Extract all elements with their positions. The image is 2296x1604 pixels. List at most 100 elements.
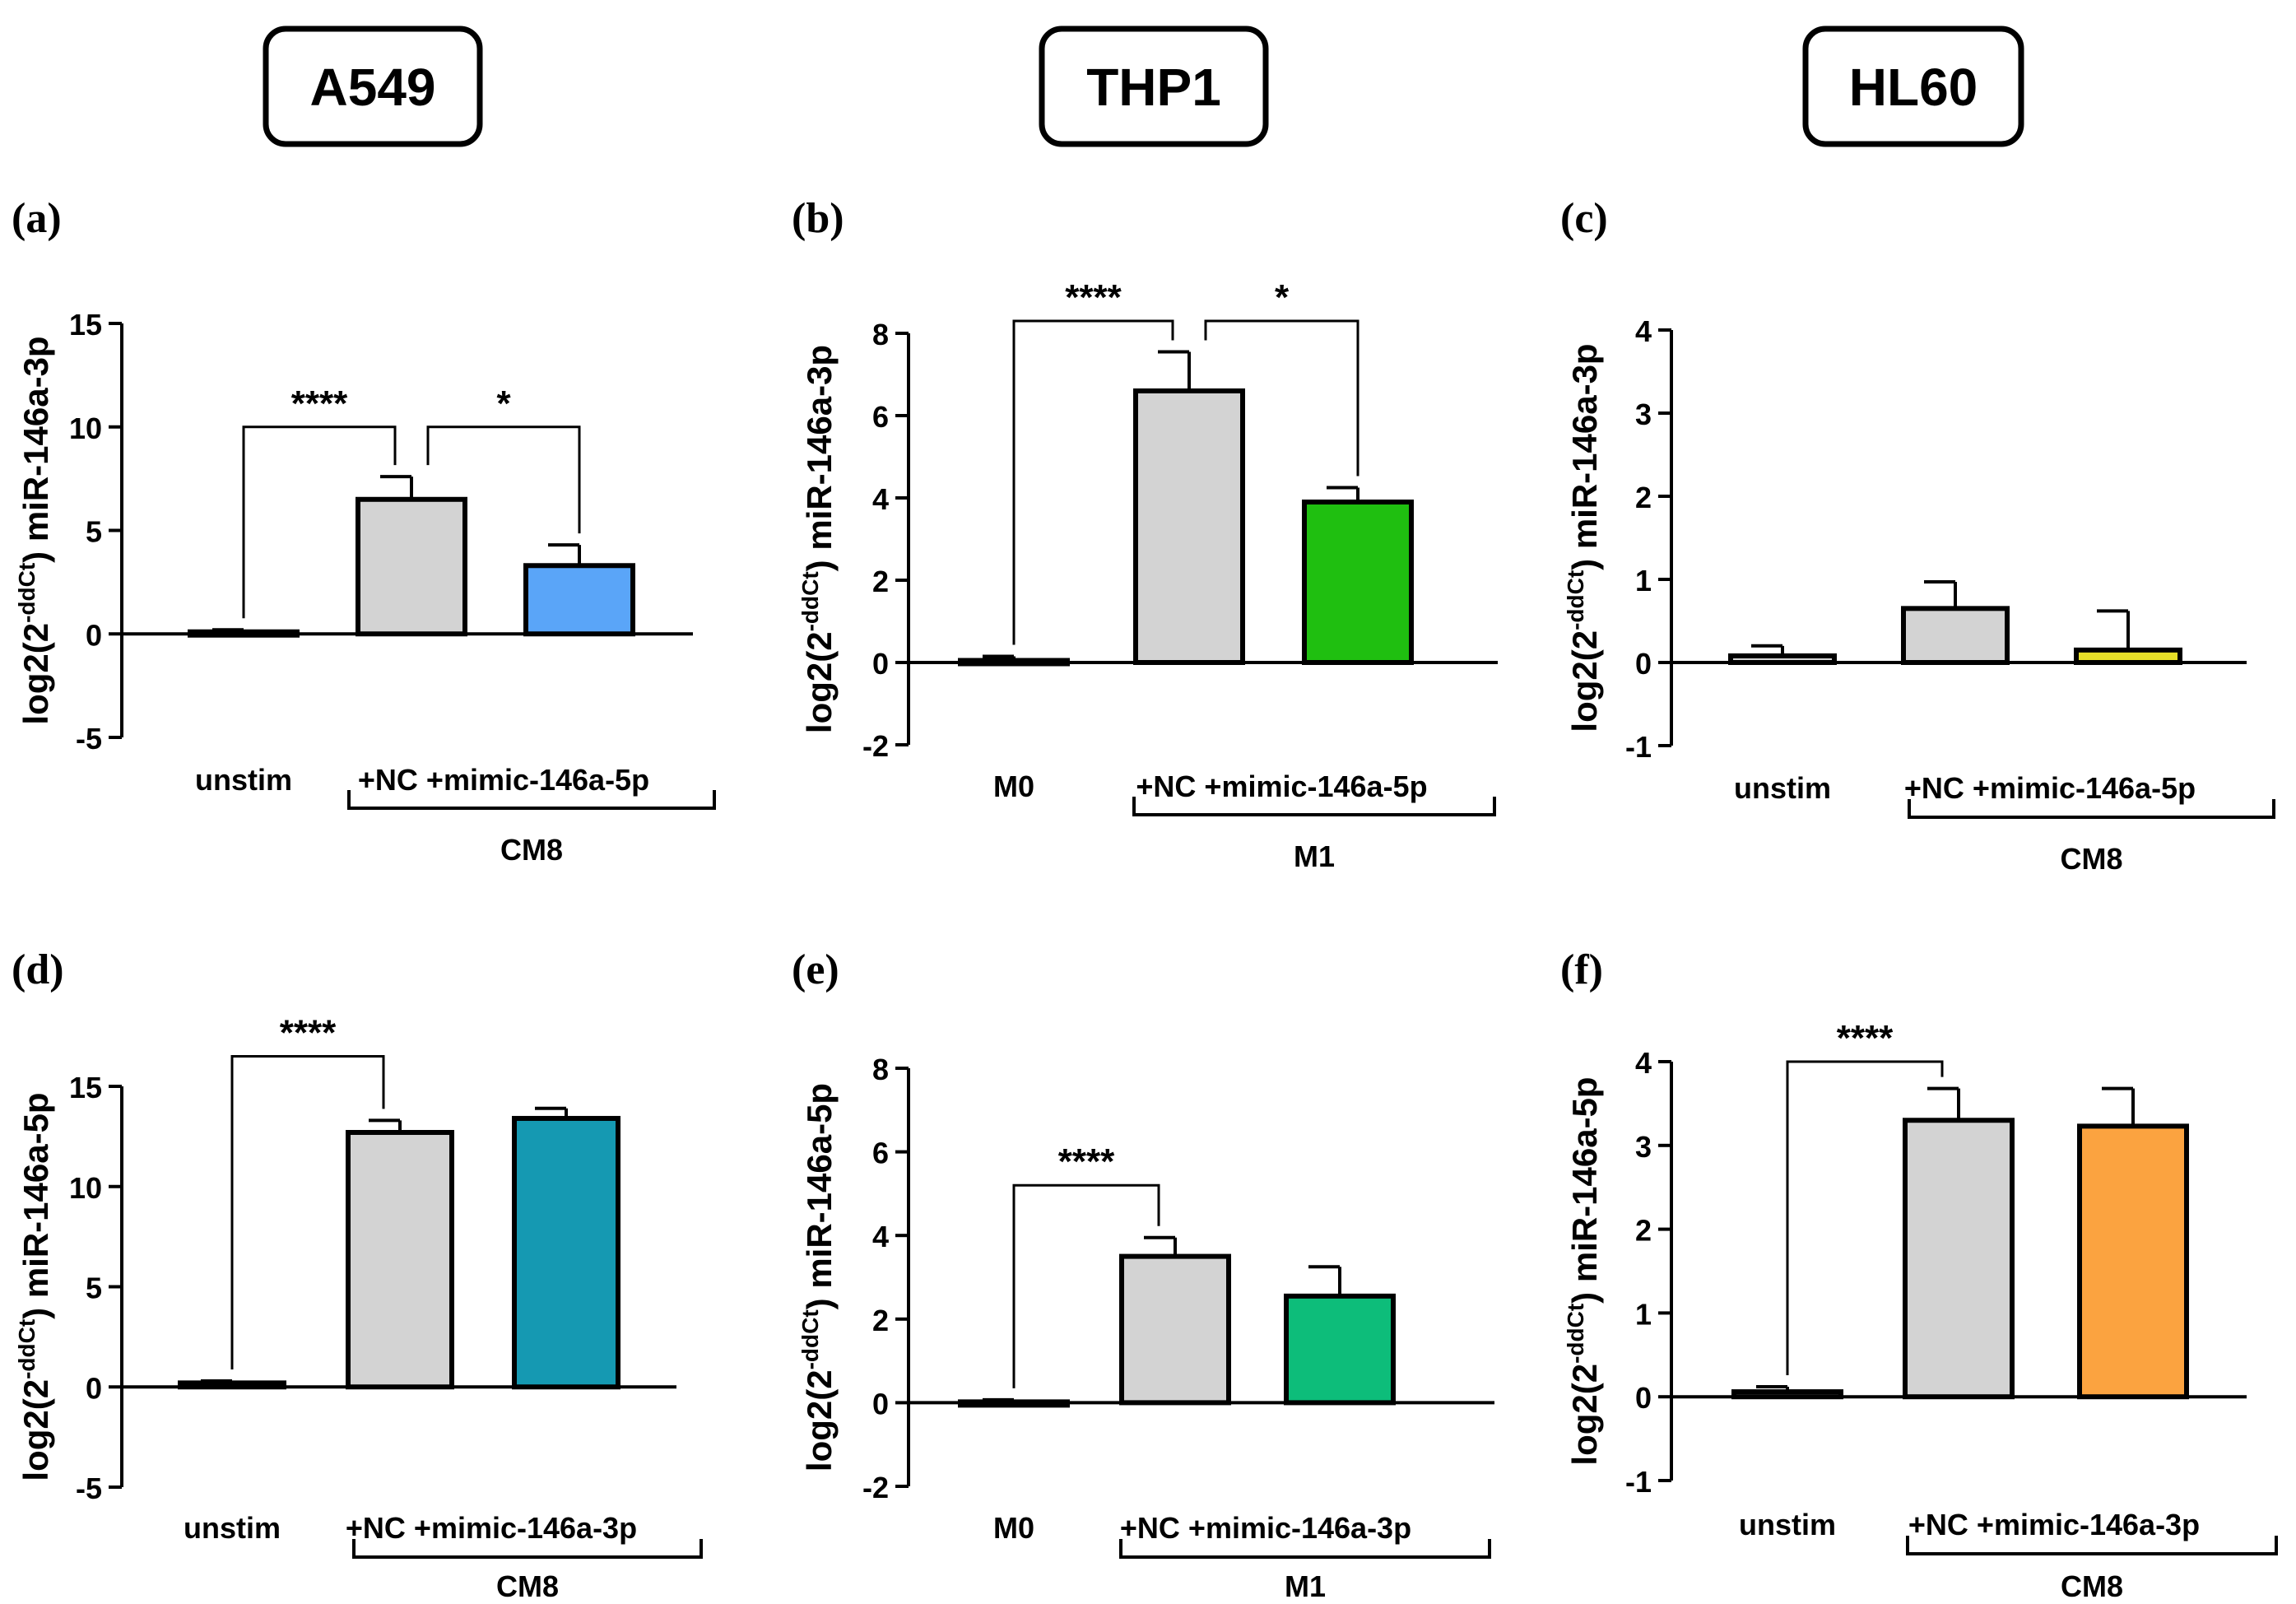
bar <box>512 1115 620 1390</box>
panel-label-f: (f) <box>1560 946 1603 993</box>
x-category-label: unstim <box>184 1511 281 1545</box>
x-category-label: unstim <box>1734 771 1831 805</box>
panel-label-d: (d) <box>12 946 64 993</box>
y-tick-label: -2 <box>862 729 889 763</box>
x-category-label: +NC +mimic-146a-5p <box>1136 769 1427 803</box>
bar <box>1119 1253 1231 1406</box>
chart-panel-c: -1 0 1 2 3 4 log2(2-ddCt) miR-146a-3p unstim +NC… <box>1563 314 2275 876</box>
y-tick-label: 4 <box>872 1220 889 1253</box>
header-label: HL60 <box>1849 58 1978 117</box>
group-bracket <box>1119 1539 1491 1559</box>
y-tick-label: 0 <box>86 618 102 652</box>
significance-label: * <box>1275 277 1290 318</box>
x-category-label: +NC +mimic-146a-5p <box>358 763 649 797</box>
significance-label: * <box>496 384 511 424</box>
bar <box>2077 1123 2189 1400</box>
y-axis-label: log2(2-ddCt) miR-146a-5p <box>14 1092 55 1481</box>
y-axis-label: log2(2-ddCt) miR-146a-3p <box>797 345 839 733</box>
y-tick-label: -1 <box>1625 1465 1652 1499</box>
significance-bracket <box>1786 1060 1944 1375</box>
panel-label-e: (e) <box>792 946 839 993</box>
y-tick-label: 6 <box>872 400 889 434</box>
significance-bracket <box>242 425 397 619</box>
group-bracket <box>1906 1536 2278 1555</box>
y-tick-label: 3 <box>1635 398 1652 431</box>
y-tick-label: 0 <box>872 647 889 681</box>
group-label: CM8 <box>500 833 563 867</box>
x-category-label: +NC +mimic-146a-3p <box>1120 1511 1411 1545</box>
x-category-label: +NC +mimic-146a-3p <box>346 1511 637 1545</box>
panel-label-c: (c) <box>1560 195 1608 242</box>
bar <box>2074 647 2182 665</box>
group-label: CM8 <box>2061 1569 2123 1603</box>
chart-panel-e: -2 0 2 4 6 8 log2(2-ddCt) miR-146a-5p **** M0 +NC… <box>797 1053 1494 1603</box>
chart-panel-f: -1 0 1 2 3 4 log2(2-ddCt) miR-146a-5p **** unsti… <box>1563 1018 2278 1603</box>
y-tick-label: -5 <box>76 1471 102 1505</box>
bar <box>1302 500 1414 665</box>
y-tick-label: 0 <box>1635 647 1652 681</box>
panel-label-b: (b) <box>792 195 844 242</box>
y-axis-label: log2(2-ddCt) miR-146a-3p <box>1563 343 1604 732</box>
group-label: CM8 <box>2060 842 2122 876</box>
y-tick-label: 2 <box>1635 481 1652 514</box>
significance-label: **** <box>1065 277 1122 318</box>
y-tick-label: 2 <box>872 1304 889 1337</box>
bar <box>1284 1293 1396 1406</box>
y-tick-label: 8 <box>872 1053 889 1086</box>
header-thp1: THP1 <box>1039 26 1269 147</box>
panel-label-a: (a) <box>12 195 62 242</box>
chart-panel-d: -5 0 5 10 15 log2(2-ddCt) miR-146a-5p **** unst… <box>14 1012 703 1603</box>
group-bracket <box>1132 797 1496 816</box>
y-tick-label: 0 <box>872 1387 889 1420</box>
group-label: M1 <box>1285 1569 1326 1603</box>
y-tick-label: -5 <box>76 722 102 756</box>
x-category-label: +NC +mimic-146a-5p <box>1904 771 2196 805</box>
x-category-label: +NC +mimic-146a-3p <box>1908 1508 2200 1541</box>
bar <box>1731 1389 1843 1400</box>
y-tick-label: 5 <box>86 1272 102 1305</box>
y-tick-label: 5 <box>86 515 102 549</box>
y-tick-label: 4 <box>1635 314 1652 348</box>
bar <box>523 563 635 637</box>
significance-label: **** <box>291 384 348 424</box>
y-axis-label: log2(2-ddCt) miR-146a-3p <box>14 336 55 724</box>
y-tick-label: -1 <box>1625 730 1652 764</box>
y-tick-label: 6 <box>872 1137 889 1170</box>
y-axis-label: log2(2-ddCt) miR-146a-5p <box>797 1083 839 1471</box>
bar <box>188 629 300 638</box>
significance-bracket <box>426 425 581 534</box>
bar <box>1728 653 1837 665</box>
bar <box>346 1130 454 1390</box>
y-tick-label: 1 <box>1635 1297 1652 1331</box>
y-tick-label: 2 <box>872 565 889 598</box>
significance-label: **** <box>280 1012 337 1053</box>
y-tick-label: 0 <box>86 1371 102 1405</box>
y-tick-label: 1 <box>1635 564 1652 597</box>
y-tick-label: 0 <box>1635 1381 1652 1415</box>
x-category-label: unstim <box>195 763 292 797</box>
significance-bracket <box>1204 319 1359 477</box>
bar <box>958 658 1070 667</box>
y-tick-label: 10 <box>69 411 102 445</box>
bar <box>1903 1118 2015 1400</box>
group-bracket <box>1908 799 2275 819</box>
significance-label: **** <box>1837 1018 1894 1058</box>
y-tick-label: -2 <box>862 1471 889 1504</box>
bar <box>1133 388 1245 665</box>
bar <box>1901 606 2010 665</box>
header-label: A549 <box>310 58 436 117</box>
bar <box>178 1380 286 1390</box>
group-bracket <box>347 790 716 810</box>
significance-bracket <box>1012 319 1174 645</box>
bar <box>356 496 467 637</box>
significance-bracket <box>1012 1183 1160 1388</box>
header-hl60: HL60 <box>1802 26 2024 147</box>
x-category-label: M0 <box>993 1511 1034 1545</box>
y-tick-label: 3 <box>1635 1130 1652 1164</box>
y-tick-label: 8 <box>872 318 889 351</box>
y-tick-label: 10 <box>69 1171 102 1205</box>
y-tick-label: 15 <box>69 308 102 342</box>
y-tick-label: 4 <box>872 482 889 516</box>
